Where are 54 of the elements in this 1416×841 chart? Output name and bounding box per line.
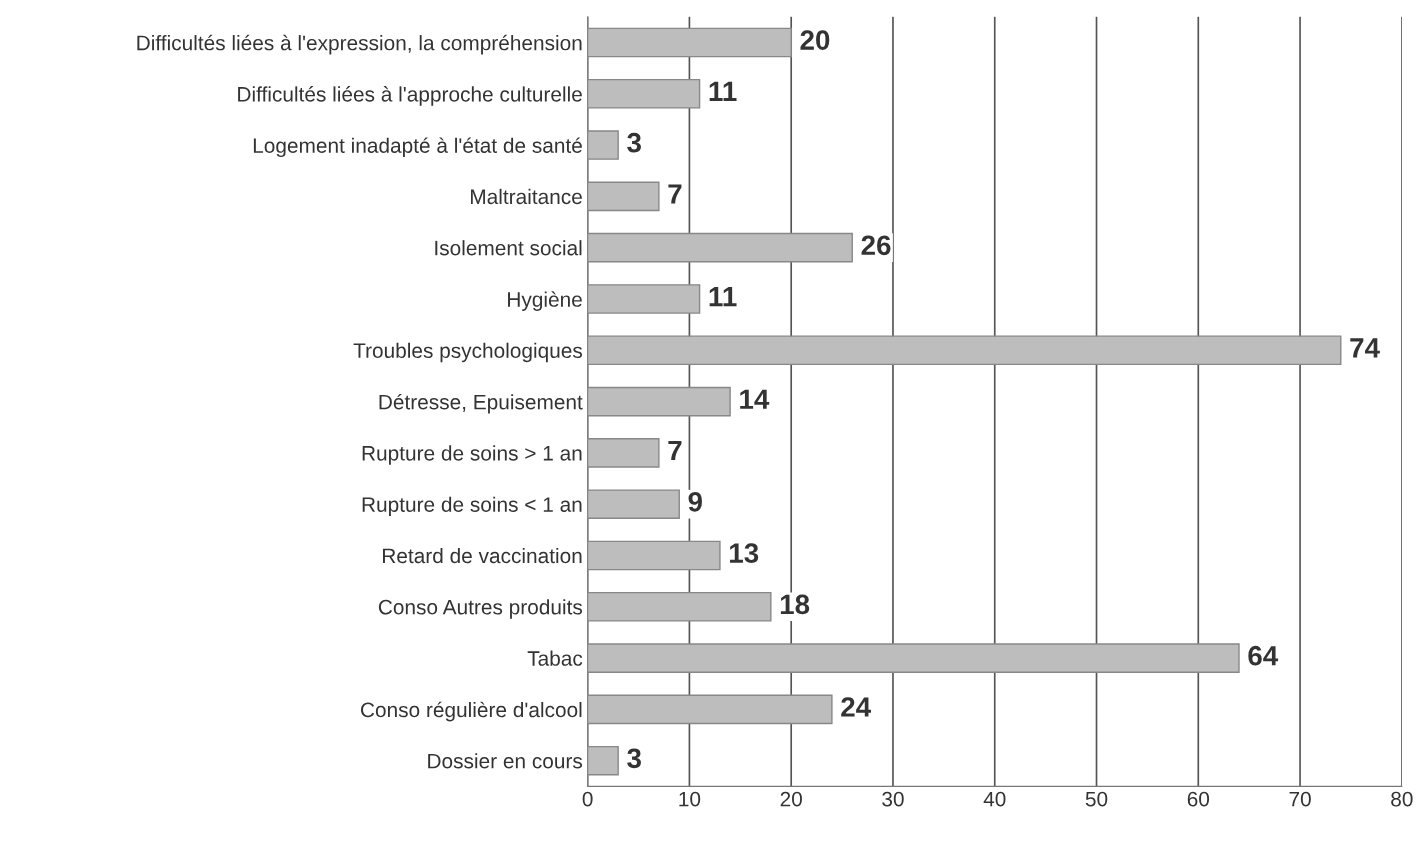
data-label: 24 <box>841 697 871 717</box>
bar <box>587 232 853 263</box>
y-tick-label: Troubles psychologiques <box>353 342 583 363</box>
y-tick-label: Tabac <box>527 650 583 666</box>
data-label: 3 <box>627 748 641 769</box>
data-label: 26 <box>861 235 891 256</box>
bar <box>587 643 1240 673</box>
data-label: 74 <box>1350 338 1380 358</box>
data-label: 13 <box>730 543 759 563</box>
data-label: 20 <box>800 30 830 50</box>
y-tick-label: Rupture de soins < 1 an <box>362 496 582 517</box>
y-tick-label: Rupture de soins > 1 an <box>362 445 582 465</box>
bar <box>587 284 701 314</box>
data-label: 14 <box>740 389 770 409</box>
bar <box>587 27 792 58</box>
bar <box>587 78 701 109</box>
bar <box>587 745 619 776</box>
y-tick-label: Conso Autres produits <box>378 599 583 619</box>
x-tick-label: 30 <box>882 791 904 807</box>
data-label: 3 <box>627 132 641 153</box>
x-tick-label: 80 <box>1391 791 1413 807</box>
x-tick-label: 70 <box>1289 791 1311 807</box>
bar <box>587 591 772 622</box>
y-tick-label: Retard de vaccination <box>382 547 582 564</box>
y-tick-label: Hygiène <box>508 291 582 311</box>
bar <box>587 130 619 160</box>
y-tick-label: Isolement social <box>435 240 582 256</box>
data-label: 11 <box>709 81 737 101</box>
x-tick-label: 40 <box>983 791 1006 807</box>
x-tick-label: 50 <box>1085 791 1108 807</box>
bar <box>587 386 731 417</box>
y-tick-label: Maltraitance <box>471 188 582 205</box>
data-label: 18 <box>780 594 810 615</box>
x-tick-label: 0 <box>582 791 593 807</box>
x-tick-label: 60 <box>1187 791 1210 807</box>
y-tick-label: Conso régulière d'alcool <box>360 701 582 722</box>
data-label: 9 <box>688 491 702 512</box>
bar <box>587 438 660 468</box>
y-tick-label: Logement inadapté à l'état de santé <box>253 137 582 158</box>
x-tick-label: 20 <box>780 791 802 807</box>
y-tick-label: Difficultés liées à l'approche culturelle <box>238 86 582 106</box>
y-tick-label: Détresse, Epuisement <box>379 393 583 414</box>
data-label: 7 <box>668 440 682 461</box>
bar <box>587 694 833 725</box>
data-label: 64 <box>1248 645 1279 666</box>
bar <box>587 335 1342 366</box>
data-label: 7 <box>668 184 682 204</box>
data-label: 11 <box>709 287 737 307</box>
y-tick-label: Difficultés liées à l'expression, la compréhension <box>137 34 582 55</box>
x-tick-label: 10 <box>679 791 701 807</box>
bar <box>587 181 660 212</box>
bar <box>587 489 680 519</box>
y-tick-label: Dossier en cours <box>428 753 583 769</box>
bar <box>587 540 721 571</box>
